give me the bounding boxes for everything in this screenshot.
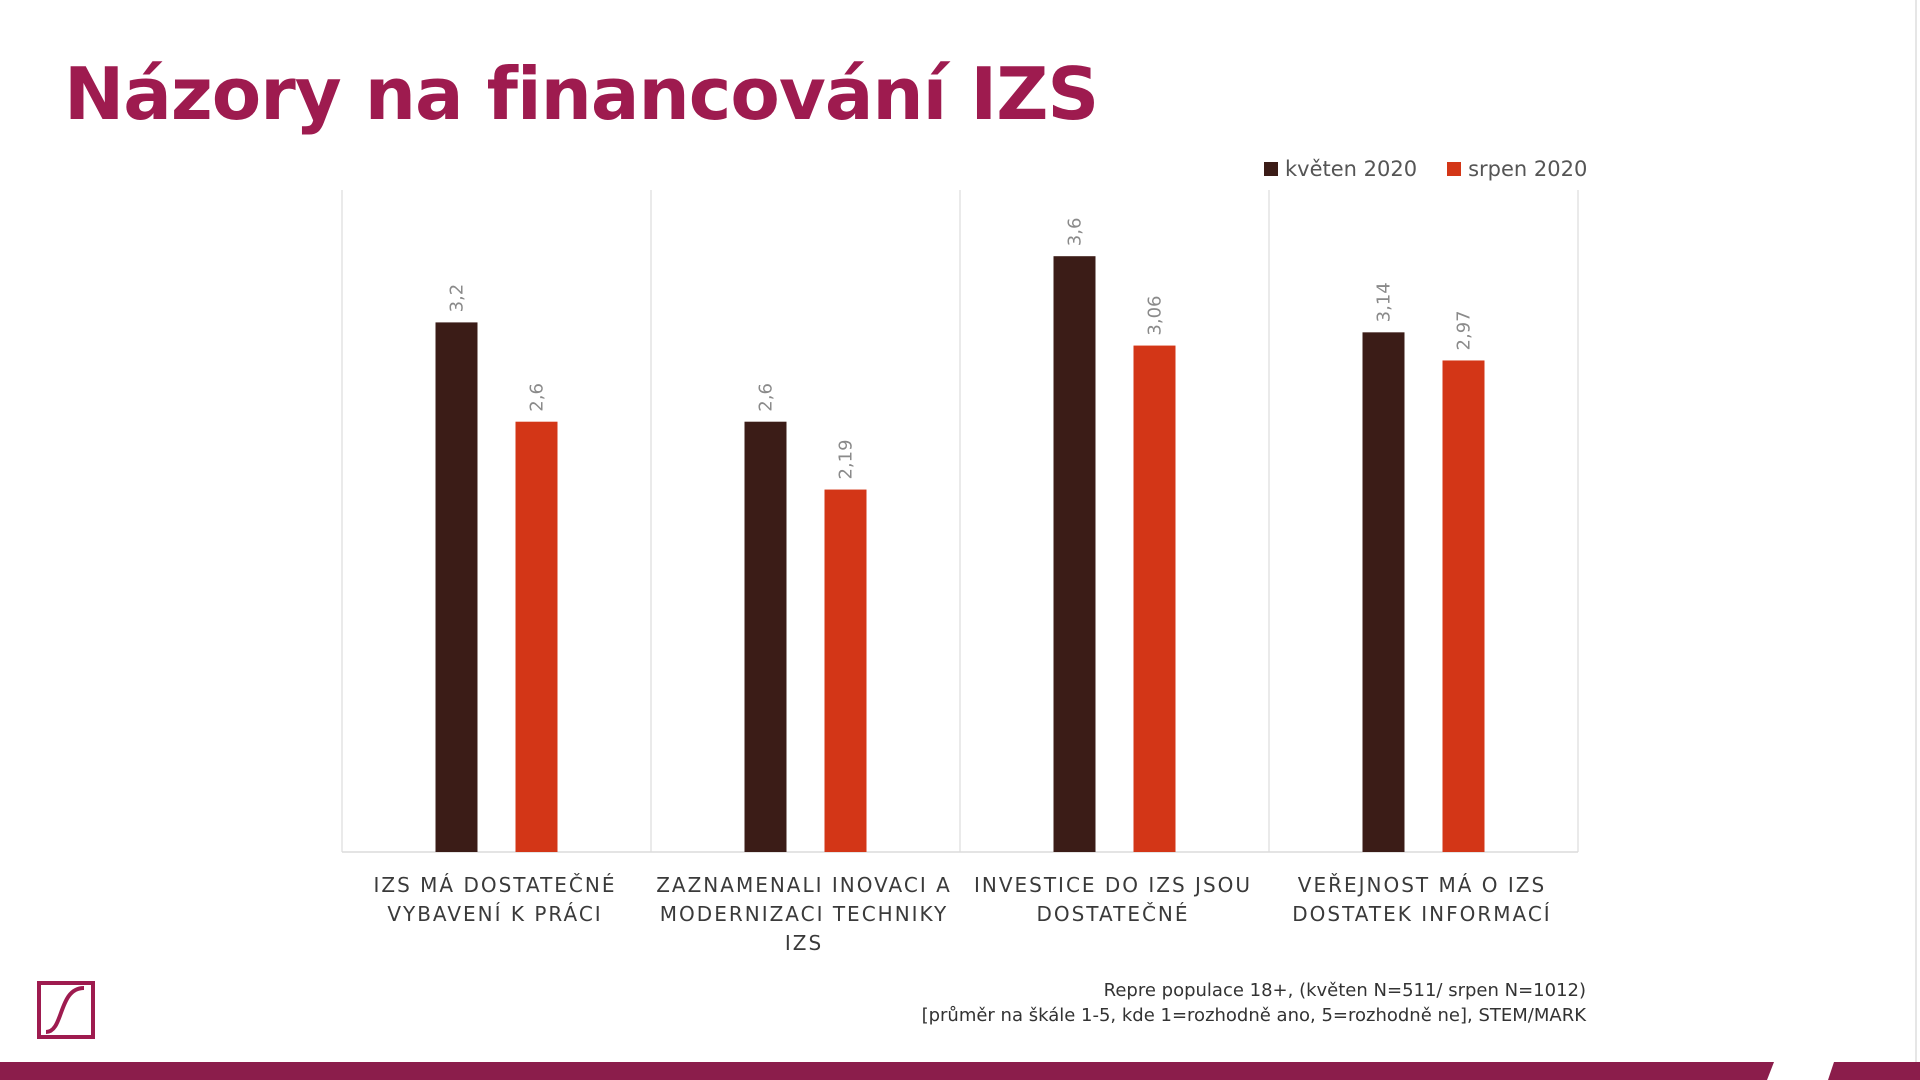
bar-srpen-0 [515,421,558,852]
legend-item-kveten: květen 2020 [1264,157,1417,181]
data-label: 3,14 [1374,282,1395,322]
legend: květen 2020 srpen 2020 [1264,157,1587,181]
category-label-informace: VEŘEJNOST MÁ O IZS DOSTATEK INFORMACÍ [1292,873,1552,926]
footnote-scale: [průměr na škále 1-5, kde 1=rozhodně ano… [921,1005,1586,1026]
bar-kveten-0 [435,322,478,852]
bar-srpen-3 [1442,360,1485,852]
category-label-vybaveni: IZS MÁ DOSTATEČNÉ VYBAVENÍ K PRÁCI [373,873,617,926]
legend-swatch-srpen [1447,162,1462,176]
category-label-inovace: ZAZNAMENALI INOVACI A MODERNIZACI TECHNI… [656,873,952,955]
data-label: 2,19 [836,439,857,479]
bar-kveten-1 [744,421,787,852]
category-label-investice: INVESTICE DO IZS JSOU DOSTATEČNÉ [973,873,1253,926]
data-label: 2,6 [756,383,777,412]
legend-label-kveten: květen 2020 [1285,157,1418,181]
footnote-sample: Repre populace 18+, (květen N=511/ srpen… [1103,980,1586,1001]
data-label: 2,97 [1454,310,1475,350]
legend-swatch-kveten [1264,162,1278,176]
page-title: Názory na financování IZS [64,52,1099,136]
legend-label-srpen: srpen 2020 [1468,157,1588,181]
footnote: Repre populace 18+, (květen N=511/ srpen… [922,978,1586,1028]
stem-mark-logo-icon [37,981,95,1039]
data-label: 3,2 [447,284,468,313]
data-label: 2,6 [527,383,548,412]
footer-bar [0,1062,1920,1080]
bar-srpen-1 [824,489,867,852]
slide-edge-line [1915,0,1917,1062]
legend-item-srpen: srpen 2020 [1447,157,1587,181]
bar-kveten-3 [1362,332,1405,853]
bar-kveten-2 [1053,256,1096,852]
bar-srpen-2 [1133,345,1176,852]
data-label: 3,06 [1145,295,1166,335]
data-label: 3,6 [1065,218,1086,247]
